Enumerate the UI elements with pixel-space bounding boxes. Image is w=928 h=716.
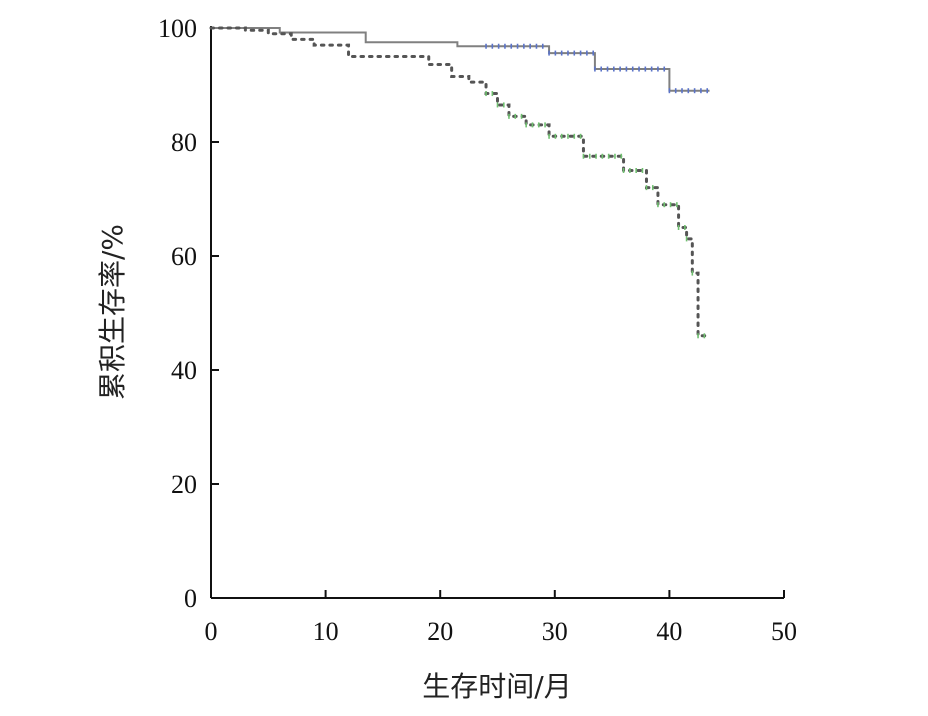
y-tick-label: 80 bbox=[171, 128, 197, 157]
y-tick-label: 0 bbox=[184, 584, 197, 613]
x-tick-label: 30 bbox=[542, 617, 568, 646]
x-tick-label: 0 bbox=[205, 617, 218, 646]
series-1-line bbox=[211, 27, 710, 92]
x-tick-label: 50 bbox=[771, 617, 797, 646]
series-layer bbox=[209, 26, 712, 339]
y-tick-label: 100 bbox=[158, 14, 197, 43]
y-tick-label: 40 bbox=[171, 356, 197, 385]
y-axis-label: 累积生存率/% bbox=[96, 224, 129, 400]
series-1 bbox=[211, 27, 710, 94]
x-tick-label: 10 bbox=[313, 617, 339, 646]
axes bbox=[210, 26, 785, 599]
x-axis-label: 生存时间/月 bbox=[422, 670, 571, 703]
x-tick-label: 20 bbox=[427, 617, 453, 646]
series-2 bbox=[209, 26, 712, 339]
x-tick-label: 40 bbox=[656, 617, 682, 646]
y-tick-label: 20 bbox=[171, 470, 197, 499]
series-2-line bbox=[209, 26, 712, 338]
tick-labels: 0 10 20 30 40 50 0 20 40 60 80 100 bbox=[158, 14, 797, 646]
y-tick-label: 60 bbox=[171, 242, 197, 271]
